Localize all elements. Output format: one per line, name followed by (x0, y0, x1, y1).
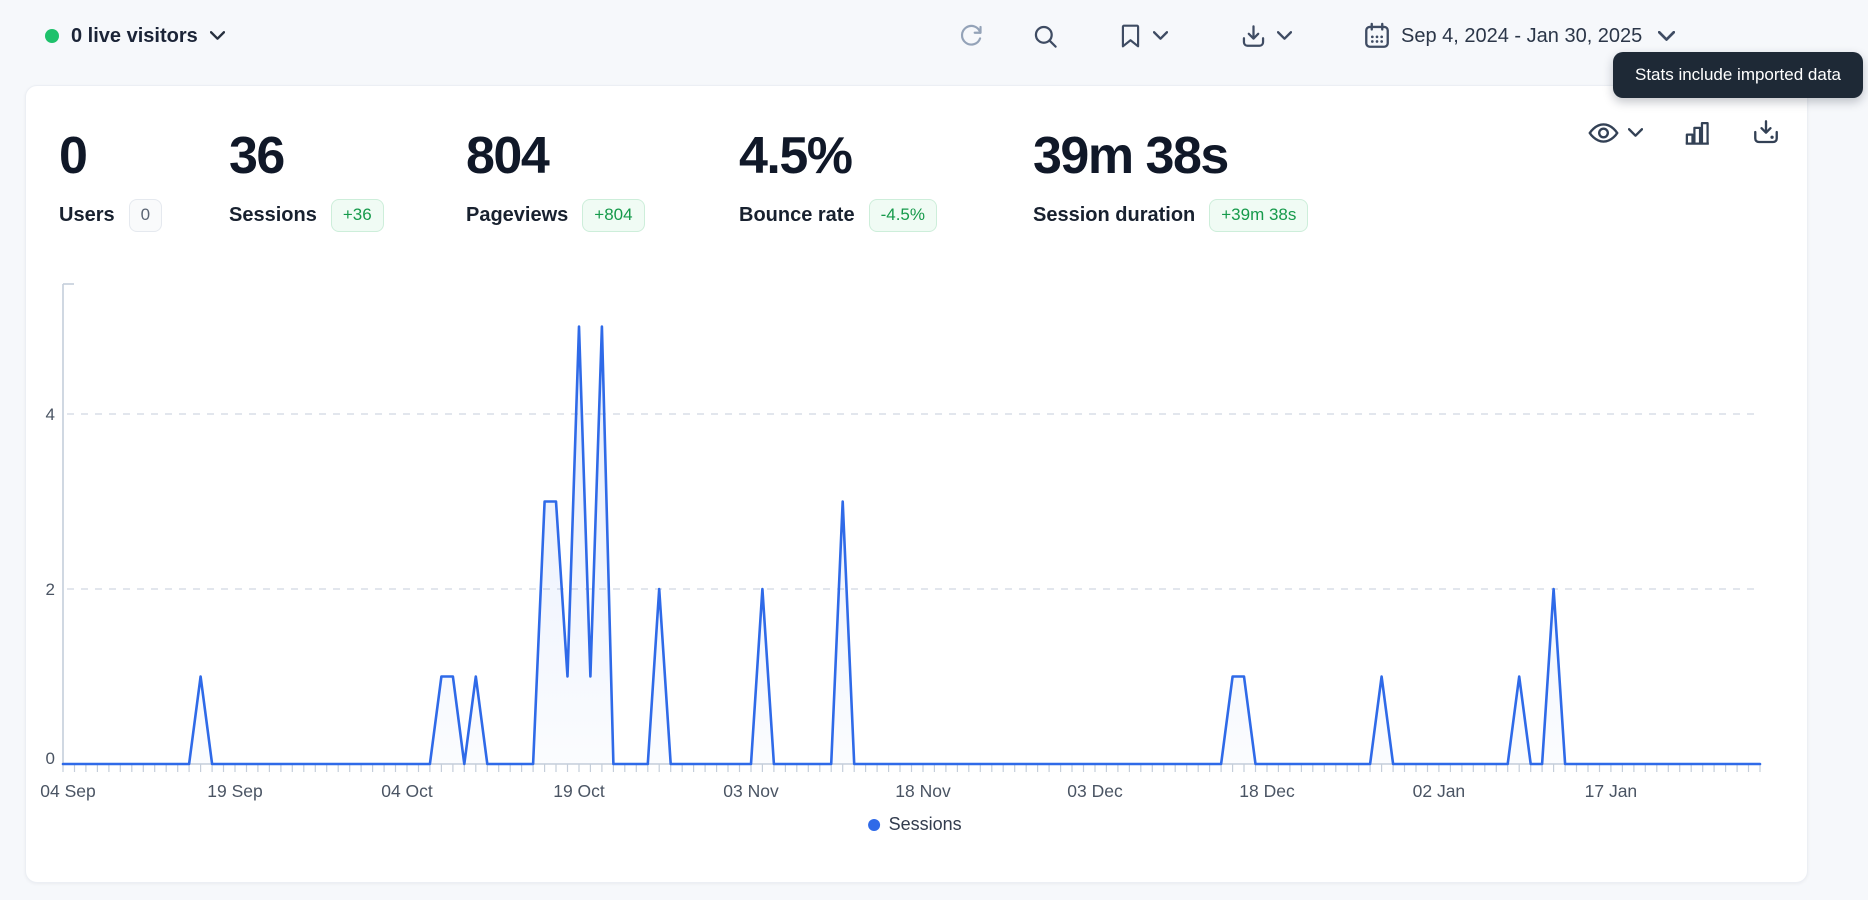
sessions-legend-label: Sessions (888, 814, 962, 834)
metric-change-badge: +36 (330, 199, 384, 232)
tooltip-text: Stats include imported data (1634, 65, 1841, 84)
imported-data-tooltip: Stats include imported data (1612, 52, 1863, 98)
date-range-label: Sep 4, 2024 - Jan 30, 2025 (1401, 24, 1643, 47)
x-axis-labels: 04 Sep 19 Sep 04 Oct 19 Oct 03 Nov 18 Nov 03 D… (40, 781, 1637, 801)
refresh-button[interactable] (958, 0, 984, 72)
live-visitors-label: 0 live visitors (71, 24, 198, 47)
svg-text:2: 2 (46, 580, 55, 599)
download-icon (1242, 24, 1265, 47)
svg-text:18 Dec: 18 Dec (1239, 781, 1295, 801)
metric-label: Bounce rate (739, 203, 855, 226)
metric-value: 36 (229, 127, 285, 185)
sessions-area-fill (63, 326, 1760, 764)
metric-sessions[interactable]: 36 Sessions +36 (229, 127, 384, 232)
chart-type-button[interactable] (1683, 120, 1711, 147)
metric-value: 4.5% (739, 127, 853, 185)
metric-label: Pageviews (466, 203, 569, 226)
metric-change-badge: +39m 38s (1209, 199, 1309, 232)
search-button[interactable] (1032, 0, 1059, 72)
svg-text:19 Sep: 19 Sep (207, 781, 262, 801)
chart-legend[interactable]: Sessions (867, 814, 962, 835)
metric-pageviews[interactable]: 804 Pageviews +804 (466, 127, 645, 232)
date-range-picker[interactable]: Sep 4, 2024 - Jan 30, 2025 (1363, 0, 1676, 72)
chevron-down-icon (1628, 128, 1643, 137)
card-actions (1588, 119, 1781, 147)
metric-users[interactable]: 0 Users 0 (59, 127, 163, 232)
metric-label: Session duration (1033, 203, 1196, 226)
metric-bounce-rate[interactable]: 4.5% Bounce rate -4.5% (739, 127, 938, 232)
eye-icon (1588, 123, 1619, 143)
svg-text:03 Dec: 03 Dec (1067, 781, 1123, 801)
calendar-icon (1365, 22, 1389, 48)
svg-text:02 Jan: 02 Jan (1413, 781, 1466, 801)
svg-text:4: 4 (46, 405, 55, 424)
metric-label: Users (59, 203, 115, 226)
topbar: 0 live visitors (0, 0, 1868, 85)
metric-change-badge: +804 (582, 199, 645, 232)
y-axis-labels: 0 2 4 (46, 405, 55, 768)
refresh-icon (960, 24, 982, 46)
metric-value: 0 (59, 127, 88, 185)
axes (62, 283, 1760, 765)
y-gridlines (67, 413, 1760, 590)
import-icon (1754, 120, 1778, 144)
search-icon (1034, 25, 1057, 48)
svg-text:17 Jan: 17 Jan (1585, 781, 1638, 801)
sessions-legend-dot-icon (867, 818, 880, 831)
chevron-down-icon (209, 31, 225, 40)
chevron-down-icon (1153, 31, 1168, 40)
export-button[interactable] (1240, 0, 1292, 72)
svg-text:19 Oct: 19 Oct (553, 781, 605, 801)
chevron-down-icon (1658, 30, 1676, 41)
svg-text:18 Nov: 18 Nov (895, 781, 951, 801)
x-minor-ticks (62, 764, 1761, 772)
svg-text:03 Nov: 03 Nov (723, 781, 779, 801)
svg-text:04 Sep: 04 Sep (40, 781, 95, 801)
visibility-menu-button[interactable] (1588, 121, 1643, 145)
live-visitors-toggle[interactable]: 0 live visitors (45, 0, 225, 72)
metric-value: 804 (466, 127, 550, 185)
svg-text:0: 0 (46, 749, 55, 768)
bookmark-icon (1121, 24, 1140, 48)
bar-chart-icon (1685, 121, 1709, 145)
svg-text:04 Oct: 04 Oct (381, 781, 433, 801)
stats-card: 0 Users 0 36 Sessions +36 804 Pageviews … (25, 85, 1808, 883)
metric-label: Sessions (229, 203, 317, 226)
saved-views-button[interactable] (1118, 0, 1168, 72)
live-dot-icon (45, 29, 59, 43)
metric-value: 39m 38s (1033, 127, 1229, 185)
import-data-button[interactable] (1751, 119, 1781, 147)
metric-change-badge: -4.5% (868, 199, 938, 232)
chevron-down-icon (1277, 31, 1292, 40)
metric-change-badge: 0 (128, 199, 163, 232)
metric-session-duration[interactable]: 39m 38s Session duration +39m 38s (1033, 127, 1309, 232)
sessions-line (61, 325, 1762, 766)
